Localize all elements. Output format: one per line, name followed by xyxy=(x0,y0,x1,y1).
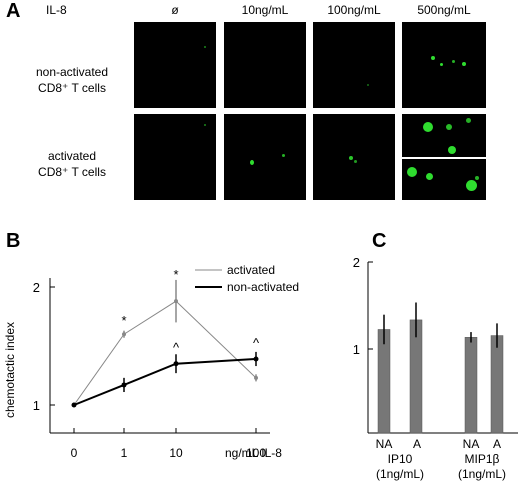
c-yticks: 2 1 xyxy=(353,255,373,357)
micrograph-activated-100 xyxy=(313,114,395,200)
b-point-activated-2 xyxy=(174,299,178,304)
legend-activated-label: activated xyxy=(227,263,275,277)
row-label-activated: activated CD8⁺ T cells xyxy=(38,149,106,179)
panel-c-chart: 2 1 xyxy=(353,255,518,434)
b-annotations: * * ^ ^ xyxy=(121,267,259,355)
micrograph-nonactivated-500 xyxy=(402,22,486,108)
col-header-100: 100ng/mL xyxy=(327,3,381,17)
b-x-unit-label: ng/mL IL-8 xyxy=(225,446,282,460)
b-ytick-label-1: 2 xyxy=(33,280,40,295)
c-bar-3 xyxy=(490,335,504,434)
c-bar-0 xyxy=(377,329,391,434)
il8-header: IL-8 xyxy=(46,3,67,17)
c-cat-na-mip1b: NA xyxy=(462,437,480,451)
c-bar-2 xyxy=(464,337,478,434)
c-group-ip10: IP10 (1ng/mL) xyxy=(362,452,438,482)
b-ylabel: chemotactic index xyxy=(3,322,17,418)
panel-b-label: B xyxy=(6,230,21,252)
c-cat-a-ip10: A xyxy=(412,437,421,451)
col-header-500: 500ng/mL xyxy=(417,3,471,17)
b-ytick-label-0: 1 xyxy=(33,398,40,413)
panel-c-label: C xyxy=(372,230,387,252)
b-xtick-label-2: 10 xyxy=(169,446,183,460)
c-ytick-label-1: 1 xyxy=(353,342,360,357)
b-xtick-label-0: 0 xyxy=(71,446,78,460)
b-point-nonactivated-2 xyxy=(173,361,179,367)
b-line-activated xyxy=(73,300,257,406)
micrograph-nonactivated-0 xyxy=(134,22,216,108)
b-point-activated-3 xyxy=(254,375,258,380)
b-annotation-1: * xyxy=(173,267,178,282)
b-annotation-2: ^ xyxy=(173,340,180,355)
b-legend: activated non-activated xyxy=(195,263,299,294)
c-ytick-label-2: 2 xyxy=(353,255,360,270)
c-group-ip10-dose: (1ng/mL) xyxy=(375,467,425,481)
c-group-mip1b-name: MIP1β xyxy=(464,452,500,466)
panel-b-chart: chemotactic index 12 0 1 10 100 ng/mL IL-8 … xyxy=(3,263,299,460)
b-annotation-0: * xyxy=(121,313,126,328)
micrograph-activated-10 xyxy=(224,114,306,200)
micrograph-activated-0 xyxy=(134,114,216,200)
c-cat-a-mip1b: A xyxy=(492,437,501,451)
b-xtick-label-3: 100 xyxy=(246,446,266,460)
micrograph-nonactivated-10 xyxy=(224,22,306,108)
b-annotation-3: ^ xyxy=(253,335,260,350)
micrograph-activated-500-top xyxy=(402,114,486,157)
b-xticks: 0 1 10 100 xyxy=(71,428,266,460)
b-point-nonactivated-3 xyxy=(253,356,259,362)
c-group-mip1b: MIP1β (1ng/mL) xyxy=(448,452,516,482)
b-yticks: 12 xyxy=(33,280,55,413)
micrograph-activated-500-bottom xyxy=(402,159,486,200)
c-bars xyxy=(377,302,504,434)
micrograph-nonactivated-100 xyxy=(313,22,395,108)
c-cat-na-ip10: NA xyxy=(375,437,393,451)
col-header-0: ø xyxy=(171,3,179,17)
col-header-10: 10ng/mL xyxy=(241,3,289,17)
b-point-activated-1 xyxy=(122,332,126,337)
row-label-non-activated: non-activated CD8⁺ T cells xyxy=(35,65,109,95)
b-series xyxy=(71,279,259,408)
legend-nonactivated-label: non-activated xyxy=(227,280,299,294)
panel-a-label: A xyxy=(6,0,21,22)
c-group-mip1b-dose: (1ng/mL) xyxy=(457,467,507,481)
b-point-nonactivated-0 xyxy=(71,402,77,408)
b-line-nonactivated xyxy=(73,357,257,406)
b-point-nonactivated-1 xyxy=(121,382,127,388)
b-xtick-label-1: 1 xyxy=(121,446,128,460)
c-group-ip10-name: IP10 xyxy=(387,452,413,466)
